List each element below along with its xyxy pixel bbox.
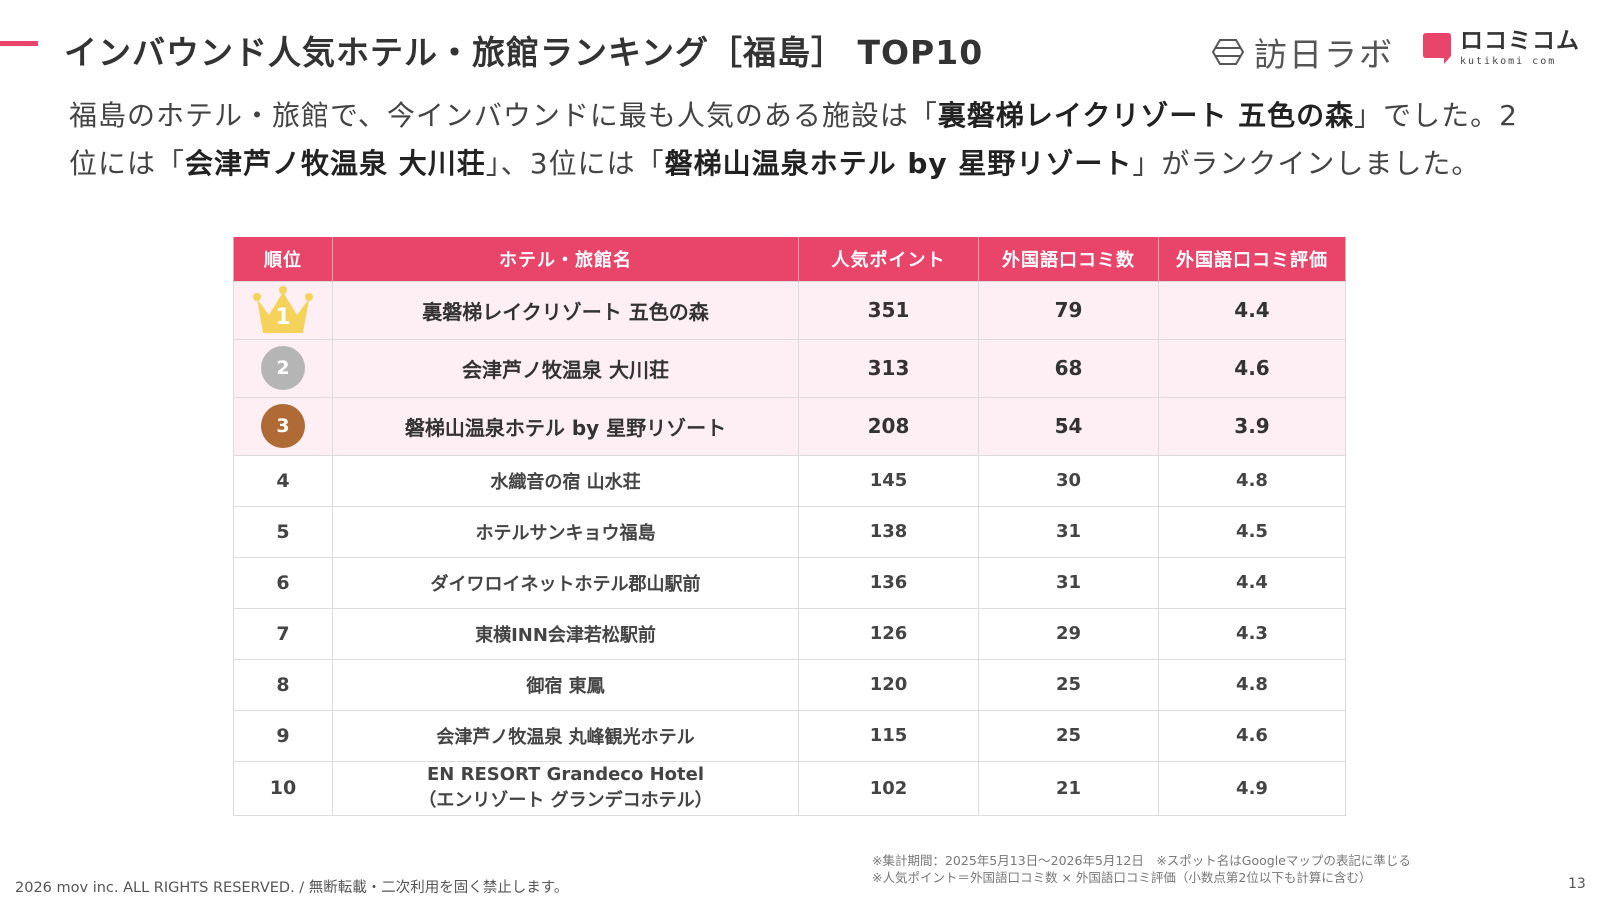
silver-badge: 2 (261, 346, 305, 390)
table-row: 1 裏磐梯レイクリゾート 五色の森 351 79 4.4 (233, 280, 1346, 340)
rank-cell: 8 (233, 658, 333, 711)
hotel-name: ホテルサンキョウ福島 (332, 505, 799, 558)
homon-lab-wordmark: 訪日ラボ (1254, 35, 1394, 74)
reviews-value: 21 (978, 760, 1159, 816)
rank-cell: 6 (233, 556, 333, 609)
crown-icon: 1 (251, 285, 315, 335)
reviews-value: 31 (978, 505, 1159, 558)
rank-cell: 7 (233, 607, 333, 660)
kuchikomi-com-logo: ロコミコム kutikomi com (1422, 30, 1580, 67)
rating-value: 4.6 (1158, 338, 1346, 398)
reviews-value: 54 (978, 396, 1159, 456)
rank-cell: 10 (233, 760, 333, 816)
points-value: 208 (798, 396, 979, 456)
points-value: 136 (798, 556, 979, 609)
homon-lab-logo: 訪日ラボ (1212, 28, 1394, 76)
rating-value: 4.4 (1158, 280, 1346, 340)
rank-cell: 3 (233, 396, 333, 456)
rating-value: 4.5 (1158, 505, 1346, 558)
table-row: 3 磐梯山温泉ホテル by 星野リゾート 208 54 3.9 (233, 396, 1346, 456)
intro-text: 」がランクインしました。 (1132, 147, 1481, 180)
rank-cell: 5 (233, 505, 333, 558)
header-rating: 外国語口コミ評価 (1158, 237, 1346, 281)
footnote-period: ※集計期間：2025年5月13日〜2026年5月12日 ※スポット名はGoogl… (872, 853, 1411, 868)
rating-value: 4.4 (1158, 556, 1346, 609)
intro-paragraph: 福島のホテル・旅館で、今インバウンドに最も人気のある施設は「裏磐梯レイクリゾート… (69, 92, 1529, 188)
header-points: 人気ポイント (798, 237, 979, 281)
intro-highlight: 磐梯山温泉ホテル by 星野リゾート (664, 147, 1133, 180)
header-reviews: 外国語口コミ数 (978, 237, 1159, 281)
hotel-name-line2: （エンリゾート グランデコホテル） (418, 790, 713, 811)
rank-cell: 2 (233, 338, 333, 398)
hotel-name: EN RESORT Grandeco Hotel （エンリゾート グランデコホテ… (332, 760, 799, 816)
hexagon-icon (1212, 39, 1244, 65)
footnotes: ※集計期間：2025年5月13日〜2026年5月12日 ※スポット名はGoogl… (872, 852, 1411, 886)
header-rank: 順位 (233, 237, 333, 281)
page-title: インバウンド人気ホテル・旅館ランキング［福島］ TOP10 (64, 33, 984, 72)
rating-value: 4.8 (1158, 658, 1346, 711)
table-row: 4 水織音の宿 山水荘 145 30 4.8 (233, 454, 1346, 507)
header-name: ホテル・旅館名 (332, 237, 799, 281)
rating-value: 4.8 (1158, 454, 1346, 507)
rank-cell: 1 (233, 280, 333, 340)
footnote-formula: ※人気ポイント＝外国語口コミ数 × 外国語口コミ評価（小数点第2位以下も計算に含… (872, 870, 1372, 885)
points-value: 138 (798, 505, 979, 558)
table-row: 10 EN RESORT Grandeco Hotel （エンリゾート グランデ… (233, 760, 1346, 816)
hotel-name: 磐梯山温泉ホテル by 星野リゾート (332, 396, 799, 456)
table-row: 5 ホテルサンキョウ福島 138 31 4.5 (233, 505, 1346, 558)
reviews-value: 29 (978, 607, 1159, 660)
rating-value: 4.3 (1158, 607, 1346, 660)
kuchikomi-com-subtext: kutikomi com (1460, 56, 1557, 67)
points-value: 351 (798, 280, 979, 340)
reviews-value: 31 (978, 556, 1159, 609)
points-value: 313 (798, 338, 979, 398)
table-row: 9 会津芦ノ牧温泉 丸峰観光ホテル 115 25 4.6 (233, 709, 1346, 762)
hotel-name: ダイワロイネットホテル郡山駅前 (332, 556, 799, 609)
intro-highlight: 会津芦ノ牧温泉 大川荘 (185, 147, 486, 180)
hotel-name: 御宿 東鳳 (332, 658, 799, 711)
intro-text: 福島のホテル・旅館で、今インバウンドに最も人気のある施設は「 (69, 99, 938, 132)
intro-highlight: 裏磐梯レイクリゾート 五色の森 (937, 99, 1355, 132)
kuchikomi-com-wordmark: ロコミコム (1460, 28, 1580, 54)
speech-bubble-icon (1423, 33, 1451, 64)
rank-number: 1 (275, 305, 291, 330)
hotel-name: 水織音の宿 山水荘 (332, 454, 799, 507)
reviews-value: 25 (978, 658, 1159, 711)
copyright: 2026 mov inc. ALL RIGHTS RESERVED. / 無断転… (15, 880, 569, 896)
reviews-value: 25 (978, 709, 1159, 762)
hotel-name: 会津芦ノ牧温泉 丸峰観光ホテル (332, 709, 799, 762)
page-number: 13 (1568, 876, 1586, 892)
table-header-row: 順位 ホテル・旅館名 人気ポイント 外国語口コミ数 外国語口コミ評価 (233, 237, 1346, 281)
rank-cell: 4 (233, 454, 333, 507)
points-value: 126 (798, 607, 979, 660)
points-value: 102 (798, 760, 979, 816)
ranking-table: 順位 ホテル・旅館名 人気ポイント 外国語口コミ数 外国語口コミ評価 1 裏 (233, 237, 1346, 816)
intro-text: 」でした。2位には「 (69, 99, 1518, 180)
table-row: 6 ダイワロイネットホテル郡山駅前 136 31 4.4 (233, 556, 1346, 609)
hotel-name: 東横INN会津若松駅前 (332, 607, 799, 660)
hotel-name: 裏磐梯レイクリゾート 五色の森 (332, 280, 799, 340)
reviews-value: 68 (978, 338, 1159, 398)
reviews-value: 79 (978, 280, 1159, 340)
rating-value: 4.6 (1158, 709, 1346, 762)
reviews-value: 30 (978, 454, 1159, 507)
accent-bar (0, 41, 38, 46)
hotel-name-line1: EN RESORT Grandeco Hotel (426, 764, 705, 785)
points-value: 115 (798, 709, 979, 762)
rating-value: 3.9 (1158, 396, 1346, 456)
table-row: 7 東横INN会津若松駅前 126 29 4.3 (233, 607, 1346, 660)
rank-cell: 9 (233, 709, 333, 762)
table-row: 8 御宿 東鳳 120 25 4.8 (233, 658, 1346, 711)
intro-text: 」、3位には「 (485, 147, 665, 180)
hotel-name: 会津芦ノ牧温泉 大川荘 (332, 338, 799, 398)
points-value: 145 (798, 454, 979, 507)
bronze-badge: 3 (261, 404, 305, 448)
rating-value: 4.9 (1158, 760, 1346, 816)
points-value: 120 (798, 658, 979, 711)
table-row: 2 会津芦ノ牧温泉 大川荘 313 68 4.6 (233, 338, 1346, 398)
